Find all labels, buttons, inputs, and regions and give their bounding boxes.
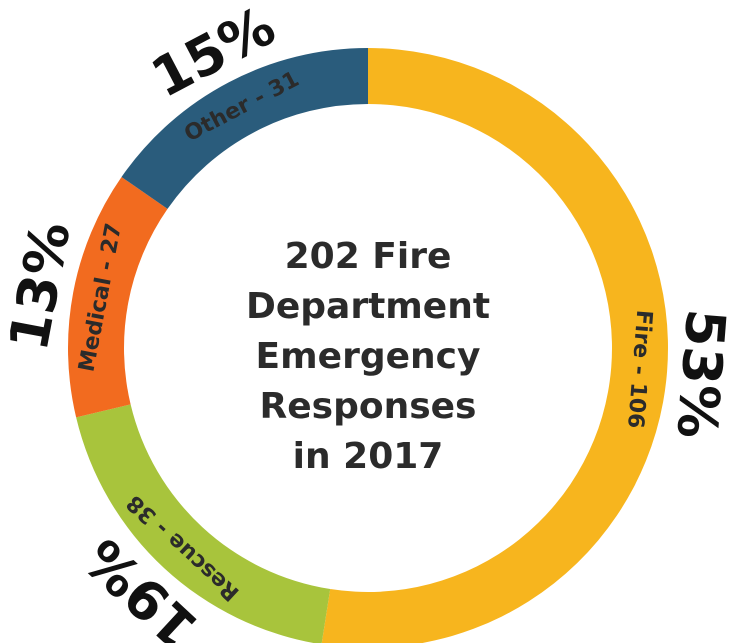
- slice-medical: [68, 176, 168, 418]
- percent-label-fire: 53%: [665, 307, 736, 441]
- center-title-line-5: in 2017: [292, 436, 444, 477]
- center-title-line-2: Department: [245, 286, 491, 327]
- chart-center-title: 202 Fire Department Emergency Responses …: [218, 232, 518, 482]
- center-title-line-4: Responses: [259, 386, 477, 427]
- center-title-line-3: Emergency: [255, 336, 481, 377]
- center-title-line-1: 202 Fire: [284, 236, 452, 277]
- slice-other: [121, 48, 368, 209]
- slice-fire: [321, 48, 668, 643]
- slice-rescue: [76, 404, 331, 643]
